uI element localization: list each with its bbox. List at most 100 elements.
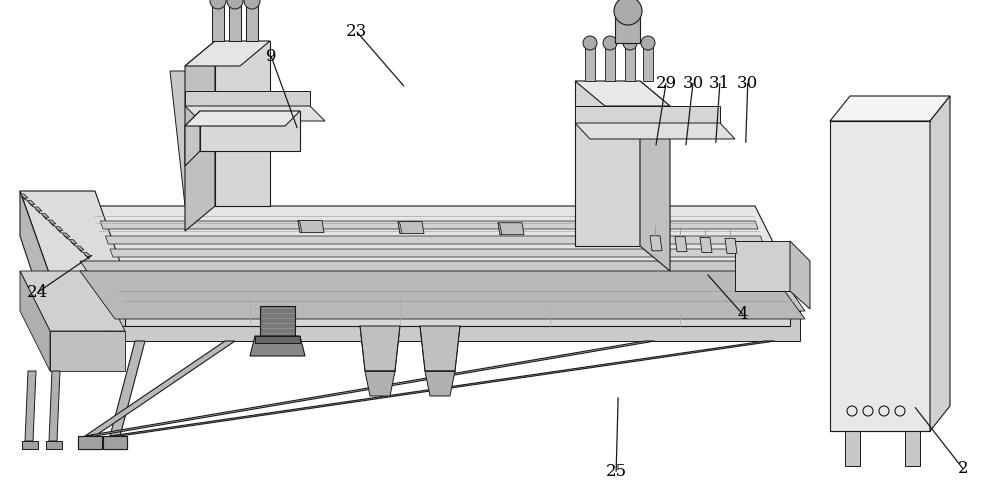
Polygon shape <box>650 236 662 251</box>
Polygon shape <box>575 81 640 246</box>
Text: 29: 29 <box>655 75 677 92</box>
Polygon shape <box>640 81 670 271</box>
Polygon shape <box>185 91 310 106</box>
Polygon shape <box>20 271 125 331</box>
Text: 2: 2 <box>958 461 968 477</box>
Text: 4: 4 <box>738 306 748 323</box>
Polygon shape <box>575 106 720 123</box>
Polygon shape <box>498 223 524 235</box>
Polygon shape <box>106 236 764 244</box>
Polygon shape <box>643 43 653 81</box>
Polygon shape <box>27 200 35 204</box>
Text: 24: 24 <box>27 284 49 300</box>
Polygon shape <box>125 276 790 326</box>
Polygon shape <box>250 336 305 356</box>
Circle shape <box>623 36 637 50</box>
Polygon shape <box>575 123 735 139</box>
Polygon shape <box>830 121 930 431</box>
Polygon shape <box>170 71 215 206</box>
Polygon shape <box>20 191 125 276</box>
Polygon shape <box>20 271 50 371</box>
Polygon shape <box>930 96 950 431</box>
Polygon shape <box>25 371 36 441</box>
Polygon shape <box>103 436 127 449</box>
Polygon shape <box>101 221 758 229</box>
Polygon shape <box>200 111 300 151</box>
Circle shape <box>210 0 226 9</box>
Polygon shape <box>85 341 235 436</box>
Polygon shape <box>48 220 56 224</box>
Polygon shape <box>78 436 102 449</box>
Polygon shape <box>398 221 402 234</box>
Polygon shape <box>75 236 800 306</box>
Polygon shape <box>76 246 84 250</box>
Polygon shape <box>735 241 790 291</box>
Polygon shape <box>575 81 670 106</box>
Polygon shape <box>90 206 125 326</box>
Polygon shape <box>110 341 145 436</box>
Polygon shape <box>110 306 800 341</box>
Polygon shape <box>830 96 950 121</box>
Polygon shape <box>360 326 400 371</box>
Polygon shape <box>110 249 768 257</box>
Circle shape <box>603 36 617 50</box>
Polygon shape <box>22 441 38 449</box>
Circle shape <box>244 0 260 9</box>
Polygon shape <box>298 220 324 232</box>
Polygon shape <box>425 371 455 396</box>
Polygon shape <box>615 11 640 43</box>
Polygon shape <box>46 441 62 449</box>
Polygon shape <box>212 1 224 41</box>
Text: 30: 30 <box>737 75 759 92</box>
Text: 31: 31 <box>709 75 731 92</box>
Polygon shape <box>298 220 302 232</box>
Polygon shape <box>255 336 300 343</box>
Polygon shape <box>110 341 775 436</box>
Polygon shape <box>80 271 805 319</box>
Polygon shape <box>585 43 595 81</box>
Polygon shape <box>185 111 200 166</box>
Text: 30: 30 <box>682 75 704 92</box>
Polygon shape <box>700 238 712 252</box>
Polygon shape <box>725 239 737 253</box>
Polygon shape <box>675 237 687 252</box>
Polygon shape <box>50 331 125 371</box>
Polygon shape <box>62 233 70 237</box>
Polygon shape <box>83 252 91 256</box>
Polygon shape <box>80 261 805 311</box>
Polygon shape <box>41 214 49 218</box>
Polygon shape <box>246 1 258 41</box>
Polygon shape <box>185 41 270 66</box>
Polygon shape <box>20 191 50 326</box>
Polygon shape <box>75 236 110 341</box>
Polygon shape <box>260 306 295 336</box>
Circle shape <box>227 0 243 9</box>
Polygon shape <box>215 41 270 206</box>
Text: 9: 9 <box>266 48 276 65</box>
Text: 23: 23 <box>346 24 368 40</box>
Polygon shape <box>185 111 300 126</box>
Polygon shape <box>498 223 502 235</box>
Polygon shape <box>90 206 790 276</box>
Polygon shape <box>790 241 810 309</box>
Circle shape <box>614 0 642 25</box>
Polygon shape <box>185 106 325 121</box>
Polygon shape <box>34 207 42 211</box>
Polygon shape <box>229 1 241 41</box>
Polygon shape <box>625 43 635 81</box>
Polygon shape <box>185 41 215 231</box>
Circle shape <box>583 36 597 50</box>
Polygon shape <box>845 431 860 466</box>
Polygon shape <box>55 226 63 230</box>
Polygon shape <box>365 371 395 396</box>
Polygon shape <box>103 436 127 449</box>
Polygon shape <box>69 240 77 244</box>
Polygon shape <box>398 221 424 234</box>
Polygon shape <box>50 276 125 326</box>
Polygon shape <box>420 326 460 371</box>
Polygon shape <box>78 436 102 449</box>
Polygon shape <box>905 431 920 466</box>
Polygon shape <box>20 194 28 198</box>
Text: 25: 25 <box>605 463 627 480</box>
Polygon shape <box>85 341 655 436</box>
